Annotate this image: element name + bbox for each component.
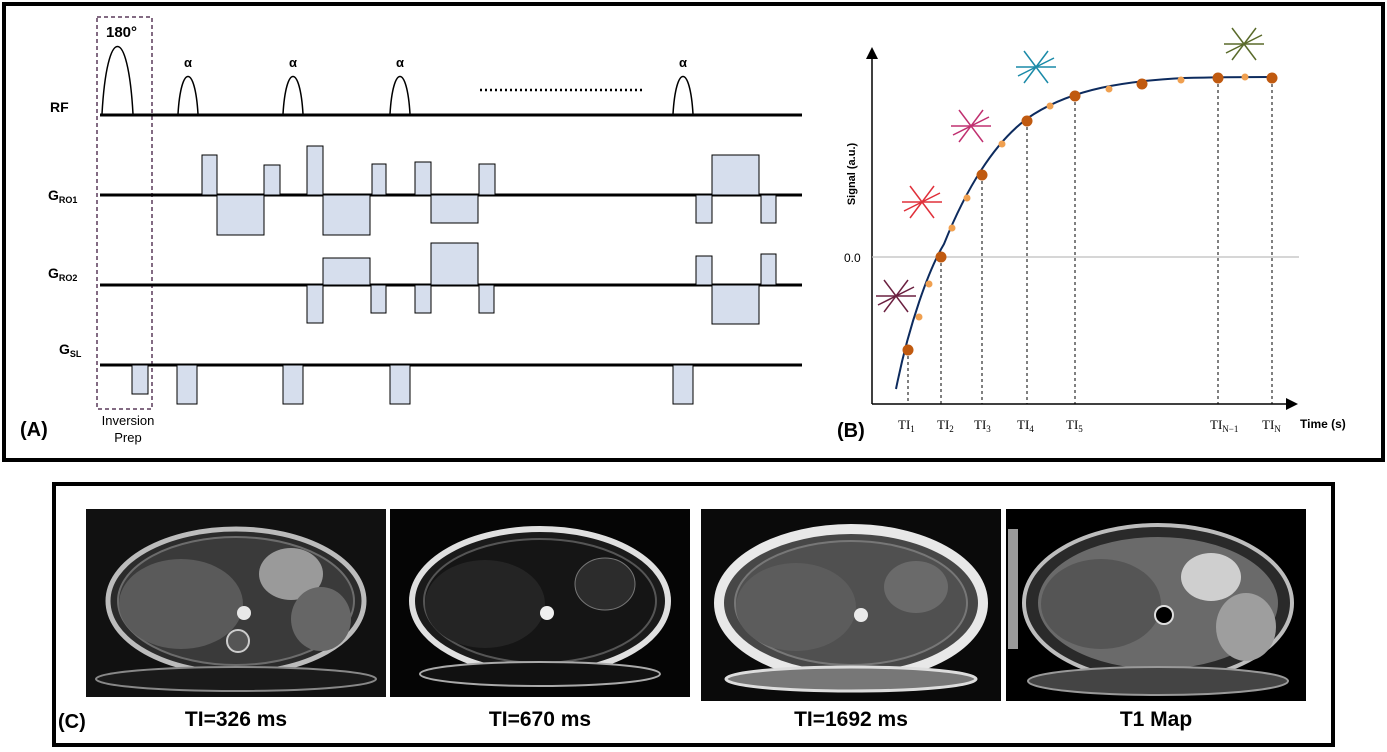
- k-space-star-2: [902, 185, 942, 219]
- recovery-curve: [895, 76, 1275, 390]
- large-sample-dots: [902, 72, 1278, 356]
- ti-label-n: TIN: [1262, 417, 1281, 434]
- recovery-chart: 0.0 Signal (a.u.) Time (s): [837, 27, 1346, 442]
- ti-label-3: TI3: [974, 417, 991, 434]
- ti-dashed-guides: [907, 78, 1273, 404]
- alpha-label-4: α: [679, 55, 687, 70]
- k-space-star-1: [876, 279, 916, 313]
- gro2-row-label: GRO2: [48, 265, 77, 283]
- caption-ti-326: TI=326 ms: [184, 708, 288, 731]
- panel-c-frame: TI=326 ms TI=670 ms TI=1692 ms T1 Map (C…: [52, 482, 1335, 747]
- panel-ab-svg: 180° RF GRO1 GRO2 GSL α α α α: [20, 16, 1346, 445]
- mri-image-ti-326: [86, 509, 386, 697]
- y-axis-label: Signal (a.u.): [846, 142, 858, 205]
- rf-alpha-pulse-3: [389, 76, 411, 115]
- pulse-180-label: 180°: [106, 24, 137, 41]
- x-axis-arrow: [1286, 398, 1298, 410]
- inversion-prep-label-line2: Prep: [114, 430, 141, 445]
- k-space-star-4: [1016, 50, 1056, 84]
- zero-tick-label: 0.0: [844, 251, 861, 265]
- alpha-label-2: α: [289, 55, 297, 70]
- caption-ti-1692: TI=1692 ms: [794, 708, 908, 731]
- caption-t1-map: T1 Map: [1119, 708, 1193, 731]
- gro1-gradient-lobes: [201, 145, 777, 236]
- rf-180-pulse: [101, 46, 134, 115]
- panel-ab-frame: 180° RF GRO1 GRO2 GSL α α α α: [2, 2, 1385, 462]
- mri-image-ti-1692: [701, 509, 1001, 701]
- small-sample-dots: [915, 73, 1249, 321]
- ti-label-1: TI1: [898, 417, 915, 434]
- pulse-sequence-diagram: 180° RF GRO1 GRO2 GSL α α α α: [20, 16, 802, 445]
- t1-map-image: [1006, 509, 1306, 701]
- panel-c-label: (C): [58, 711, 86, 733]
- caption-ti-670: TI=670 ms: [488, 708, 592, 731]
- gro1-row-label: GRO1: [48, 187, 77, 205]
- k-space-star-3: [951, 109, 991, 143]
- ti-label-n-minus-1: TIN−1: [1210, 417, 1238, 434]
- panel-b-label: (B): [837, 420, 865, 442]
- alpha-label-3: α: [396, 55, 404, 70]
- gsl-gradient-lobes: [131, 364, 694, 405]
- ti-label-4: TI4: [1017, 417, 1034, 434]
- k-space-star-5: [1224, 27, 1264, 61]
- rf-row-label: RF: [50, 99, 69, 115]
- ti-label-2: TI2: [937, 417, 954, 434]
- gro2-gradient-lobes: [306, 242, 777, 325]
- x-axis-label: Time (s): [1300, 417, 1346, 431]
- rf-alpha-pulse-4: [672, 76, 694, 115]
- gsl-row-label: GSL: [59, 341, 82, 359]
- inversion-prep-label-line1: Inversion: [102, 413, 155, 428]
- mri-image-ti-670: [390, 509, 690, 697]
- rf-alpha-pulse-2: [282, 76, 304, 115]
- ti-tick-labels: TI1 TI2 TI3 TI4 TI5 TIN−1 TIN: [898, 417, 1281, 434]
- rf-alpha-pulse-1: [177, 76, 199, 115]
- panel-a-label: (A): [20, 419, 48, 441]
- y-axis-arrow: [866, 47, 878, 59]
- ti-label-5: TI5: [1066, 417, 1083, 434]
- alpha-label-1: α: [184, 55, 192, 70]
